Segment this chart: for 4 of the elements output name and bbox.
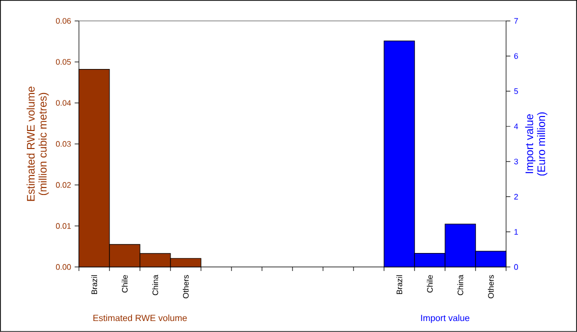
text: Estimated RWE volume [93,314,187,322]
text: Import value [421,314,470,323]
y2-axis-title: Import value (Euro million) [525,112,548,176]
y-axis-title: Estimated RWE volume (million cubic metres) [26,86,49,201]
